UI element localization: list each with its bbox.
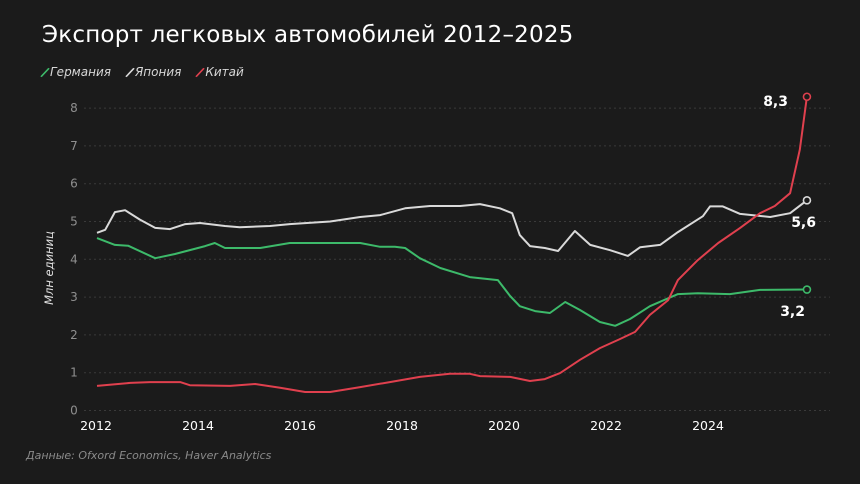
y-tick-label: 4 bbox=[70, 252, 78, 266]
end-value-label: 8,3 bbox=[763, 94, 788, 110]
y-tick-label: 3 bbox=[70, 290, 78, 304]
end-markers: 3,2 5,6 8,3 bbox=[763, 92, 816, 320]
y-tick-label: 7 bbox=[70, 139, 78, 153]
end-marker bbox=[802, 196, 812, 205]
y-tick-labels: 0 1 2 3 4 5 6 7 8 bbox=[70, 101, 78, 417]
chart-title: Экспорт легковых автомобилей 2012–2025 bbox=[42, 22, 574, 48]
legend: Германия Япония Китай bbox=[40, 65, 244, 79]
legend-item-japan: Япония bbox=[125, 65, 182, 79]
y-tick-label: 6 bbox=[70, 177, 78, 191]
end-marker bbox=[802, 92, 812, 102]
end-value-label: 5,6 bbox=[791, 215, 816, 231]
x-tick-label: 2020 bbox=[488, 418, 520, 433]
source-note: Данные: Ofxord Economics, Haver Analytic… bbox=[26, 449, 272, 462]
x-tick-label: 2012 bbox=[80, 418, 112, 433]
end-marker bbox=[802, 285, 812, 294]
gridlines bbox=[84, 107, 830, 411]
x-tick-label: 2014 bbox=[182, 418, 214, 433]
x-tick-labels: 2012 2014 2016 2018 2020 2022 2024 bbox=[80, 418, 724, 433]
y-tick-label: 5 bbox=[70, 215, 78, 229]
y-axis-label: Млн единиц bbox=[42, 231, 56, 305]
legend-label: Япония bbox=[134, 65, 182, 79]
x-tick-label: 2022 bbox=[590, 418, 622, 433]
legend-label: Германия bbox=[50, 65, 111, 79]
y-tick-label: 0 bbox=[70, 404, 78, 418]
y-tick-label: 2 bbox=[70, 328, 78, 342]
legend-item-china: Китай bbox=[195, 65, 244, 79]
end-value-label: 3,2 bbox=[780, 304, 805, 320]
y-tick-label: 1 bbox=[70, 366, 78, 380]
legend-label: Китай bbox=[205, 65, 244, 79]
legend-item-germany: Германия bbox=[40, 65, 111, 79]
series-lines bbox=[96, 96, 808, 393]
series-line-1 bbox=[96, 199, 808, 257]
y-tick-label: 8 bbox=[70, 101, 78, 115]
x-tick-label: 2024 bbox=[692, 418, 724, 433]
x-tick-label: 2018 bbox=[386, 418, 418, 433]
x-tick-label: 2016 bbox=[284, 418, 316, 433]
series-line-2 bbox=[96, 96, 808, 393]
series-line-0 bbox=[96, 237, 807, 327]
